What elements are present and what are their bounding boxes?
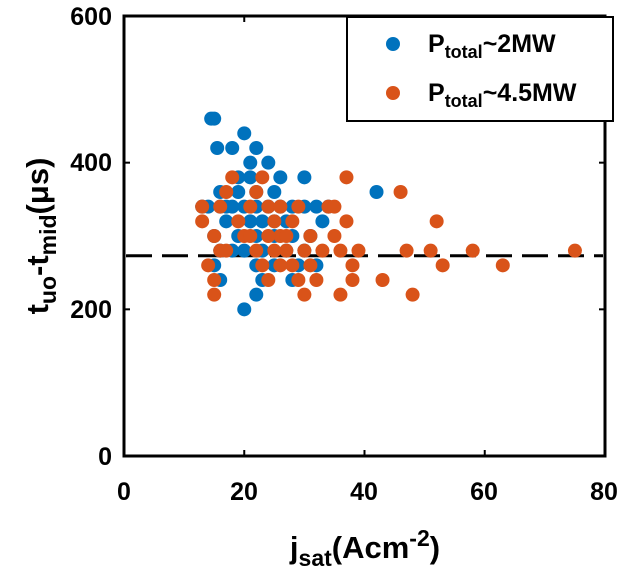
data-point-4-5mw [423,243,438,258]
data-point-4-5mw [273,258,288,273]
y-tick-label: 200 [70,296,112,324]
data-point-4-5mw [243,229,258,243]
data-point-2mw [267,185,282,199]
data-point-2mw [249,287,264,302]
data-point-4-5mw [339,214,354,229]
data-point-4-5mw [351,243,366,258]
data-point-4-5mw [261,273,276,287]
x-tick-label: 20 [230,478,258,506]
data-point-4-5mw [429,214,444,229]
data-point-2mw [315,214,330,229]
data-point-2mw [243,214,258,229]
data-point-4-5mw [297,287,312,302]
y-tick-label: 600 [70,3,112,31]
data-point-4-5mw [435,258,450,273]
data-point-4-5mw [255,258,270,273]
data-point-2mw [369,185,384,199]
data-point-4-5mw [219,185,234,199]
legend: Ptotal~2MW Ptotal~4.5MW [346,16,614,122]
data-point-4-5mw [267,243,282,258]
data-point-2mw [225,141,240,155]
data-point-2mw [273,170,288,185]
data-point-4-5mw [225,170,240,185]
data-point-4-5mw [213,199,228,214]
data-point-4-5mw [195,199,210,214]
data-point-4-5mw [255,170,270,185]
data-point-4-5mw [261,229,276,243]
data-point-2mw [243,170,258,185]
data-point-2mw [237,126,252,141]
data-point-4-5mw [303,229,318,243]
data-point-4-5mw [195,214,210,229]
data-point-2mw [297,170,312,185]
data-point-4-5mw [375,273,390,287]
data-point-4-5mw [333,287,348,302]
data-point-4-5mw [465,243,480,258]
data-point-2mw [210,141,225,155]
y-axis-label: tuo-tmid(μs) [20,158,61,315]
data-point-4-5mw [399,243,414,258]
data-point-4-5mw [231,214,246,229]
data-point-4-5mw [303,258,318,273]
data-point-2mw [207,111,222,126]
data-point-2mw [309,199,324,214]
y-tick-label: 0 [98,443,112,471]
data-point-2mw [219,214,234,229]
data-point-4-5mw [201,258,216,273]
legend-label-2mw: Ptotal~2MW [428,30,556,62]
data-point-4-5mw [249,243,264,258]
data-point-4-5mw [279,243,294,258]
data-point-2mw [231,185,246,199]
x-tick-label: 0 [117,478,131,506]
legend-marker-2mw [386,37,400,51]
data-point-4-5mw [345,273,360,287]
data-point-4-5mw [345,258,360,273]
data-point-4-5mw [291,273,306,287]
data-point-4-5mw [393,185,408,199]
data-point-4-5mw [291,199,306,214]
data-point-2mw [249,141,264,155]
data-point-4-5mw [285,214,300,229]
data-point-4-5mw [309,273,324,287]
data-point-4-5mw [567,243,582,258]
data-point-4-5mw [285,258,300,273]
data-point-4-5mw [315,243,330,258]
data-point-4-5mw [249,185,264,199]
data-points [195,111,582,317]
data-point-4-5mw [267,214,282,229]
x-tick-label: 80 [590,478,618,506]
legend-box [346,16,614,122]
x-tick-label: 60 [470,478,498,506]
data-point-4-5mw [261,199,276,214]
legend-label-4-5mw: Ptotal~4.5MW [428,79,577,111]
y-tick-label: 400 [70,149,112,177]
data-point-2mw [237,302,252,317]
legend-marker-4-5mw [386,86,400,100]
data-point-4-5mw [207,287,222,302]
data-point-4-5mw [219,243,234,258]
data-point-4-5mw [207,229,222,243]
data-point-2mw [243,155,258,170]
x-axis-label: jsat(Acm-2) [289,525,440,571]
data-point-4-5mw [327,199,342,214]
data-point-4-5mw [495,258,510,273]
data-point-4-5mw [297,243,312,258]
data-point-4-5mw [243,199,258,214]
data-point-4-5mw [405,287,420,302]
data-point-2mw [225,199,240,214]
data-point-4-5mw [339,170,354,185]
data-point-2mw [255,214,270,229]
data-point-4-5mw [207,273,222,287]
data-point-2mw [261,155,276,170]
data-point-4-5mw [279,229,294,243]
data-point-4-5mw [273,199,288,214]
data-point-4-5mw [327,229,342,243]
data-point-2mw [237,243,252,258]
data-point-4-5mw [333,243,348,258]
x-tick-label: 40 [350,478,378,506]
